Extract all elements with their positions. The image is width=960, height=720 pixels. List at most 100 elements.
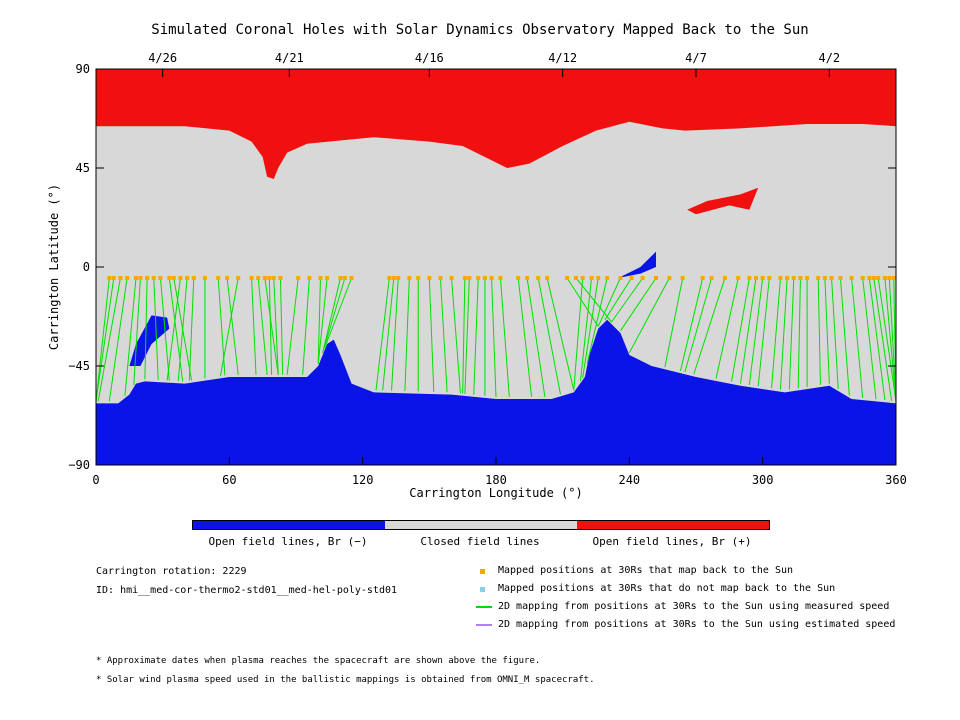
legend-marker-line-green xyxy=(476,606,492,608)
footpoint-marker xyxy=(805,276,810,280)
footpoint-marker xyxy=(849,276,854,280)
mapping-line xyxy=(153,277,159,380)
x-tick-label: 0 xyxy=(92,473,99,487)
colorbar-label-closed: Closed field lines xyxy=(420,535,540,548)
date-axis: 4/26 4/21 4/16 4/12 4/7 4/2 xyxy=(148,51,840,77)
mapping-line xyxy=(748,277,764,385)
mapping-line xyxy=(428,277,435,392)
chart-plot: 0 60 120 180 240 300 360 90 45 0 −45 −90 4/26 4/21 4/1… xyxy=(47,51,907,500)
mapping-line xyxy=(664,277,684,368)
footpoint-marker xyxy=(760,276,765,280)
footpoint-marker xyxy=(882,276,887,280)
footpoint-marker xyxy=(296,276,301,280)
footpoint-marker xyxy=(525,276,530,280)
legend-item-mapped-back: Mapped positions at 30Rs that map back t… xyxy=(476,565,936,583)
x-tick-label: 120 xyxy=(352,473,374,487)
footpoint-marker xyxy=(236,276,241,280)
footpoint-marker xyxy=(134,276,138,280)
mapping-line xyxy=(257,277,268,375)
mapping-line xyxy=(526,277,546,397)
footpoint-marker xyxy=(342,276,347,280)
mapping-line xyxy=(620,277,657,332)
colorbar-segment-open-negative xyxy=(193,521,385,529)
mapping-line xyxy=(404,277,410,392)
footpoint-marker xyxy=(467,276,472,280)
mapping-line xyxy=(877,277,897,402)
legend-item-not-mapped-back: Mapped positions at 30Rs that do not map… xyxy=(476,583,936,601)
x-tick-label: 360 xyxy=(885,473,907,487)
footpoint-marker xyxy=(680,276,685,280)
date-tick-label: 4/2 xyxy=(818,51,840,65)
mapping-line xyxy=(582,277,599,378)
footpoint-marker xyxy=(396,276,401,280)
footpoint-marker xyxy=(791,276,796,280)
footpoint-marker xyxy=(580,276,585,280)
mapping-lines xyxy=(95,277,897,402)
mapping-line xyxy=(771,277,781,389)
mapping-line xyxy=(586,277,608,364)
mapping-line xyxy=(95,277,110,402)
legend-label-measured-speed: 2D mapping from positions at 30Rs to the… xyxy=(498,601,890,612)
footpoint-marker xyxy=(307,276,312,280)
footpoint-marker xyxy=(574,276,578,280)
mapping-line xyxy=(317,277,328,364)
mapping-line xyxy=(797,277,801,389)
footpoint-marker xyxy=(349,276,354,280)
footpoint-marker xyxy=(202,276,207,280)
mapping-line xyxy=(322,277,346,353)
footpoint-marker xyxy=(145,276,150,280)
legend-label-mapped-back: Mapped positions at 30Rs that map back t… xyxy=(498,565,794,576)
mapping-line xyxy=(273,277,279,375)
footpoint-marker xyxy=(278,276,283,280)
mapping-line xyxy=(684,277,713,373)
footpoint-marker xyxy=(249,276,254,280)
footpoint-marker xyxy=(449,276,454,280)
footpoint-marker xyxy=(167,276,172,280)
footpoint-marker xyxy=(736,276,741,280)
footpoint-marker xyxy=(158,276,163,280)
mapping-line xyxy=(868,277,886,401)
footpoint-marker xyxy=(185,276,190,280)
footnote-dates: * Approximate dates when plasma reaches … xyxy=(96,656,541,666)
colorbar-segment-closed xyxy=(385,521,577,529)
colorbar xyxy=(192,520,770,530)
legend-item-measured-speed: 2D mapping from positions at 30Rs to the… xyxy=(476,601,936,619)
x-tick-label: 240 xyxy=(618,473,640,487)
footpoint-marker xyxy=(778,276,783,280)
footpoint-marker xyxy=(700,276,705,280)
footpoint-marker xyxy=(138,276,143,280)
mapping-line xyxy=(628,277,670,354)
mapping-line xyxy=(324,277,353,348)
mapping-line xyxy=(831,277,839,389)
footpoint-marker xyxy=(722,276,727,280)
footpoint-marker xyxy=(798,276,803,280)
mapping-line xyxy=(268,277,273,375)
mapping-line xyxy=(439,277,448,393)
mapping-line xyxy=(715,277,739,379)
footpoint-marker xyxy=(867,276,872,280)
y-axis: 90 45 0 −45 −90 xyxy=(68,62,896,472)
footpoint-marker xyxy=(262,276,267,280)
footpoint-marker xyxy=(256,276,261,280)
footpoint-marker xyxy=(785,276,790,280)
footpoint-marker xyxy=(860,276,865,280)
y-tick-label: 0 xyxy=(83,260,90,274)
colorbar-label-open-positive: Open field lines, Br (+) xyxy=(592,535,752,548)
footpoint-marker xyxy=(516,276,521,280)
mapping-line xyxy=(144,277,148,380)
footpoint-marker xyxy=(891,276,896,280)
footpoint-marker xyxy=(667,276,672,280)
mapping-line xyxy=(322,277,341,353)
footpoint-marker xyxy=(107,276,112,280)
legend: Mapped positions at 30Rs that map back t… xyxy=(476,565,936,637)
mapping-line xyxy=(219,277,239,377)
mapping-line xyxy=(888,277,897,402)
region-open-negative-south xyxy=(96,319,896,465)
mapping-line xyxy=(546,277,575,391)
y-tick-label: 45 xyxy=(76,161,90,175)
mapping-line xyxy=(97,277,121,402)
mapping-line xyxy=(382,277,395,391)
footpoint-marker xyxy=(318,276,323,280)
mapping-line xyxy=(375,277,390,391)
legend-marker-line-purple xyxy=(476,624,492,626)
